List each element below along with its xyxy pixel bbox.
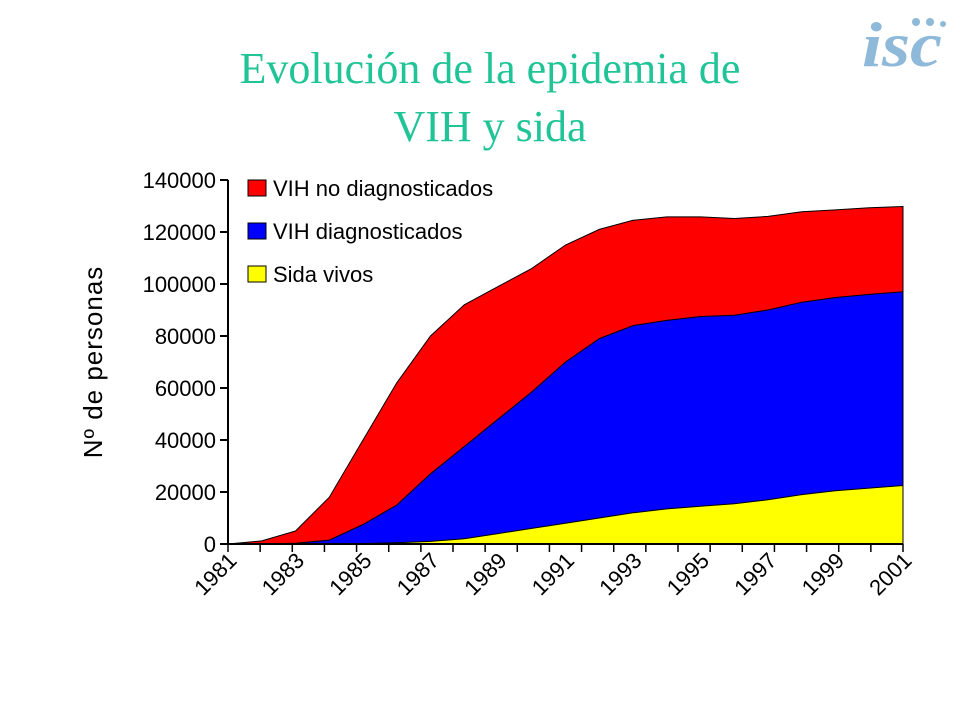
y-tick-label: 140000	[143, 168, 216, 193]
legend: VIH no diagnosticados VIH diagnosticados S…	[247, 176, 493, 287]
y-ticks: 0 20000 40000 60000 80000 100000 120000 140000	[143, 168, 228, 557]
x-tick-label: 2001	[864, 548, 916, 600]
axes	[227, 180, 903, 545]
x-tick-label: 1993	[594, 548, 646, 600]
slide-title: Evolución de la epidemia de VIH y sida	[180, 40, 800, 156]
x-tick-label: 1985	[324, 548, 376, 600]
area-series-group	[227, 205, 904, 545]
legend-swatch	[247, 179, 267, 197]
x-tick-label: 1999	[797, 548, 849, 600]
y-tick-label: 80000	[155, 324, 216, 349]
isc-logo: isc	[862, 9, 946, 78]
legend-swatch	[247, 222, 267, 240]
x-tick-label: 1995	[662, 548, 714, 600]
legend-label: Sida vivos	[273, 262, 373, 287]
y-tick-label: 100000	[143, 272, 216, 297]
x-tick-label: 1989	[459, 548, 511, 600]
logo-dot	[940, 21, 946, 27]
x-tick-label: 1987	[392, 548, 444, 600]
y-tick-label: 40000	[155, 428, 216, 453]
y-axis-title: Nº de personas	[78, 266, 108, 459]
y-tick-label: 0	[204, 532, 216, 557]
title-line-1: Evolución de la epidemia de	[239, 44, 741, 93]
legend-label: VIH no diagnosticados	[273, 176, 493, 201]
legend-label: VIH diagnosticados	[273, 219, 463, 244]
title-line-2: VIH y sida	[393, 102, 587, 151]
legend-swatch	[247, 265, 267, 283]
x-tick-label: 1983	[257, 548, 309, 600]
x-tick-label: 1981	[189, 548, 241, 600]
x-tick-label: 1997	[729, 548, 781, 600]
logo-dot	[912, 18, 920, 26]
y-tick-label: 120000	[143, 220, 216, 245]
logo-dot	[926, 18, 934, 26]
y-tick-label: 20000	[155, 480, 216, 505]
x-tick-label: 1991	[527, 548, 579, 600]
x-ticks: 1981 1983 1985 1987 1989 1991 1993 1995 1997 1999…	[189, 544, 917, 600]
area-vih-diagnosticados	[228, 291, 904, 545]
y-tick-label: 60000	[155, 376, 216, 401]
